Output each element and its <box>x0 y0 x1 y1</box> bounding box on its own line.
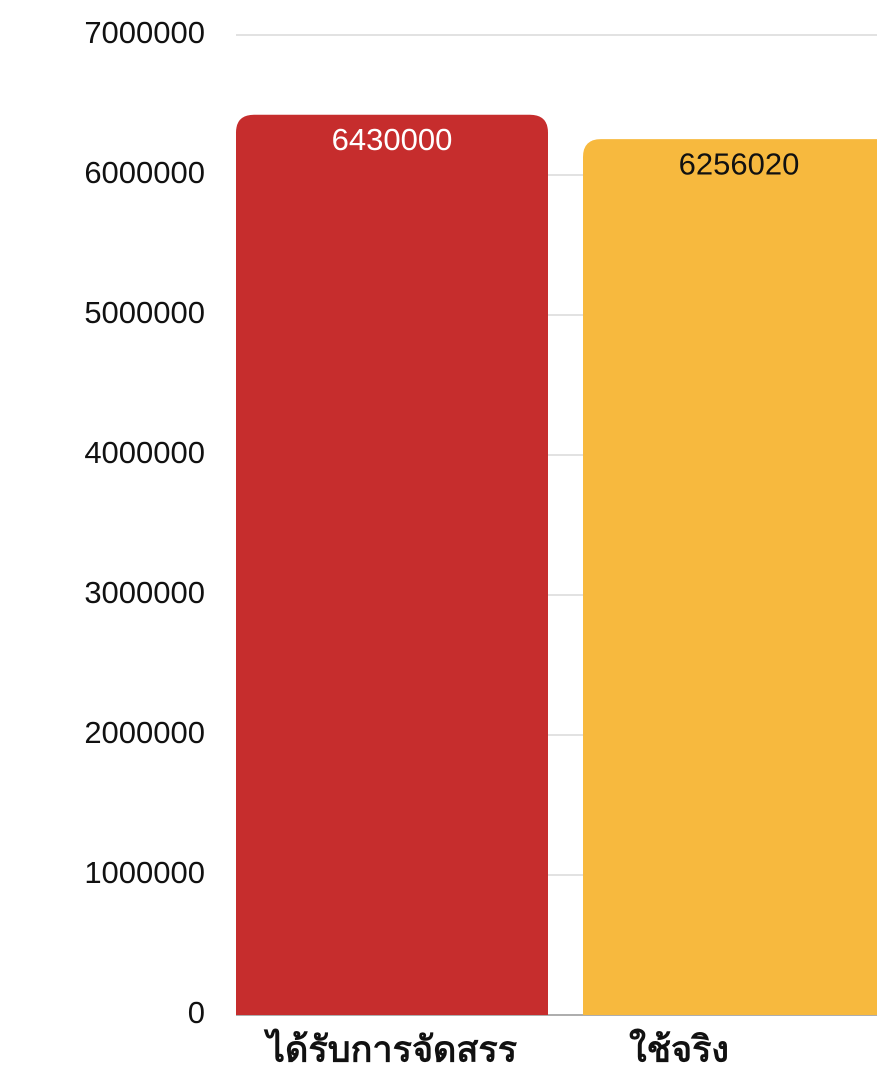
y-tick-label: 4000000 <box>84 435 205 470</box>
y-tick-label: 6000000 <box>84 155 205 190</box>
y-tick-label: 3000000 <box>84 575 205 610</box>
bar <box>236 114 548 1016</box>
bar <box>583 139 877 1015</box>
value-label: 6256020 <box>679 146 800 181</box>
value-label: 6430000 <box>332 122 453 157</box>
y-tick-label: 7000000 <box>84 15 205 50</box>
y-tick-label: 5000000 <box>84 295 205 330</box>
y-tick-label: 1000000 <box>84 855 205 890</box>
x-tick-label: ได้รับการจัดสรร <box>263 1028 518 1070</box>
y-tick-label: 2000000 <box>84 715 205 750</box>
y-tick-label: 0 <box>188 995 205 1030</box>
x-tick-label: ใช้จริง <box>629 1028 729 1070</box>
